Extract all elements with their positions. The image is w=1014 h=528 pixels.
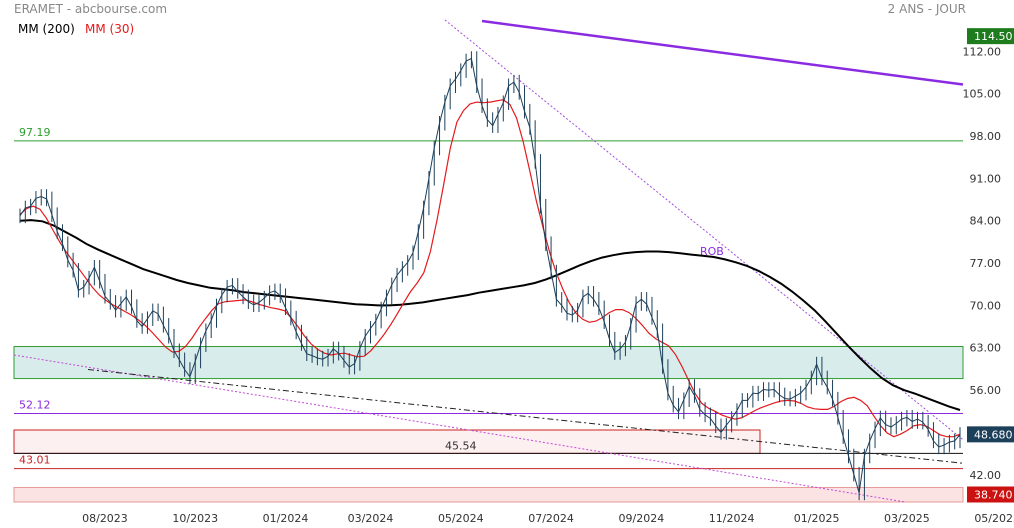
x-tick-8: 01/2025: [794, 512, 840, 525]
value-badge-2: [967, 486, 1014, 503]
chart-title: ERAMET - abcbourse.com: [14, 2, 168, 16]
y-tick-10: 112.00: [963, 45, 1002, 58]
value-badge-label-0: 114.50: [974, 30, 1013, 43]
value-badge-label-1: 48.680: [974, 428, 1013, 441]
y-tick-3: 63.00: [970, 342, 1002, 355]
y-tick-4: 70.00: [970, 299, 1002, 312]
resistance-zone: [13, 429, 761, 454]
level-label-2: 43.01: [19, 454, 51, 467]
value-badge-label-2: 38.740: [974, 488, 1013, 501]
x-tick-2: 01/2024: [263, 512, 309, 525]
x-tick-6: 09/2024: [619, 512, 665, 525]
level-label-1: 52.12: [19, 399, 51, 412]
legend-ma30: MM (30): [85, 22, 135, 36]
x-tick-5: 07/2024: [528, 512, 574, 525]
y-tick-8: 98.00: [970, 130, 1002, 143]
lower-zone: [13, 486, 964, 503]
rob-trendline: [444, 19, 964, 441]
ma200-line: [19, 219, 961, 411]
value-badge-1: [967, 426, 1014, 443]
ma30-line: [19, 99, 961, 438]
y-tick-9: 105.00: [963, 88, 1002, 101]
period-label: 2 ANS - JOUR: [887, 2, 966, 16]
x-tick-4: 05/2024: [438, 512, 484, 525]
y-tick-2: 56.00: [970, 384, 1002, 397]
y-tick-7: 91.00: [970, 172, 1002, 185]
lower-channel-line: [13, 354, 906, 503]
y-tick-5: 77.00: [970, 257, 1002, 270]
x-tick-1: 10/2023: [172, 512, 218, 525]
level-label-45: 45.54: [445, 439, 477, 452]
legend-ma200: MM (200): [18, 22, 75, 36]
y-tick-0: 42.00: [970, 469, 1002, 482]
x-tick-0: 08/2023: [82, 512, 128, 525]
x-tick-7: 11/2024: [709, 512, 755, 525]
price-line: [19, 57, 961, 494]
level-label-0: 97.19: [19, 126, 51, 139]
value-badge-0: [967, 28, 1014, 45]
x-tick-10: 05/2025: [974, 512, 1014, 525]
x-tick-3: 03/2024: [348, 512, 394, 525]
support-trendline: [87, 369, 964, 464]
rob-label: ROB: [700, 245, 724, 258]
long-trendline: [481, 19, 964, 86]
x-tick-9: 03/2025: [884, 512, 930, 525]
y-tick-6: 84.00: [970, 215, 1002, 228]
